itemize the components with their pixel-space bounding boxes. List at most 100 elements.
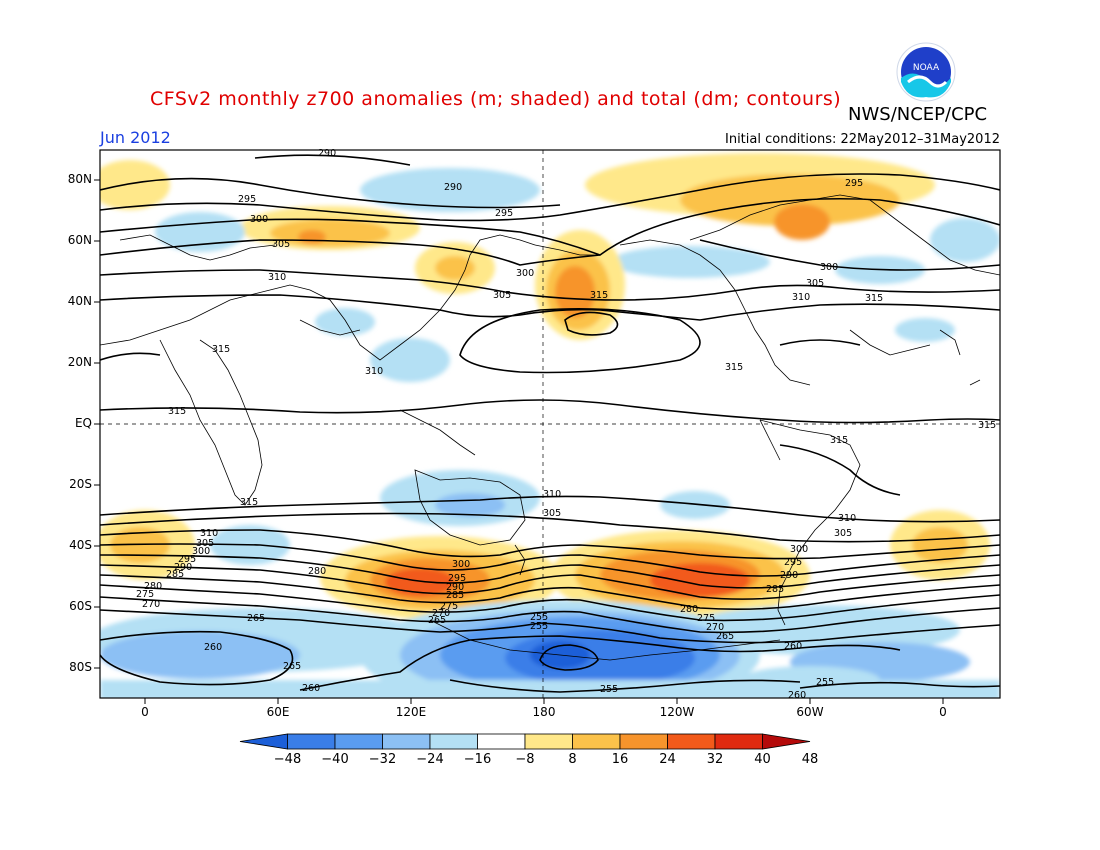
contour-label: 315 bbox=[590, 290, 608, 301]
contour-label: 315 bbox=[830, 435, 848, 446]
contour-label: 295 bbox=[845, 178, 863, 189]
colorbar-label: −16 bbox=[463, 752, 492, 767]
contour-label: 290 bbox=[780, 570, 798, 581]
contour-label: 305 bbox=[806, 278, 824, 289]
contour-label: 300 bbox=[452, 559, 470, 570]
longitude-tick-label: 0 bbox=[939, 705, 947, 719]
colorbar-label: 48 bbox=[801, 752, 819, 767]
longitude-tick-label: 120W bbox=[659, 705, 695, 719]
contour-label: 275 bbox=[440, 601, 458, 612]
contour-label-group: 290 290 295 295 295 300 300 300 305 305 … bbox=[136, 148, 996, 701]
contour-label: 315 bbox=[978, 420, 996, 431]
longitude-tick-label: 0 bbox=[141, 705, 149, 719]
axis-ticks bbox=[94, 179, 944, 704]
colorbar-swatch bbox=[429, 733, 478, 750]
height-contours bbox=[100, 154, 1000, 693]
contour-label: 260 bbox=[788, 690, 806, 701]
grid-lines bbox=[100, 150, 1000, 698]
latitude-tick-label: 80S bbox=[69, 660, 92, 674]
anomaly-shading bbox=[100, 153, 1000, 698]
latitude-tick-label: 80N bbox=[67, 172, 92, 186]
contour-label: 265 bbox=[283, 661, 301, 672]
colorbar-swatch bbox=[477, 733, 526, 750]
contour-label: 285 bbox=[446, 590, 464, 601]
colorbar-label: 40 bbox=[754, 752, 771, 767]
contour-label: 265 bbox=[428, 615, 446, 626]
contour-label: 295 bbox=[448, 573, 466, 584]
contour-label: 305 bbox=[272, 239, 290, 250]
contour-label: 290 bbox=[318, 148, 336, 159]
contour-label: 270 bbox=[432, 608, 450, 619]
period-label: Jun 2012 bbox=[100, 128, 171, 147]
contour-label: 295 bbox=[784, 557, 802, 568]
contour-label: 310 bbox=[200, 528, 218, 539]
latitude-tick-label: 20S bbox=[69, 477, 92, 491]
contour-label: 300 bbox=[820, 262, 838, 273]
organization-label: NWS/NCEP/CPC bbox=[848, 104, 988, 125]
contour-label: 255 bbox=[600, 684, 618, 695]
contour-label: 300 bbox=[516, 268, 534, 279]
contour-label: 260 bbox=[302, 683, 320, 694]
colorbar-label: 16 bbox=[611, 752, 629, 767]
contour-label: 315 bbox=[212, 344, 230, 355]
longitude-tick-label: 120E bbox=[395, 705, 427, 719]
latitude-tick-label: 40S bbox=[69, 538, 92, 552]
latitude-tick-label: 60S bbox=[69, 599, 92, 613]
contour-label: 260 bbox=[784, 641, 802, 652]
contour-label: 255 bbox=[816, 677, 834, 688]
colorbar-label: −24 bbox=[416, 752, 444, 767]
colorbar-label: 24 bbox=[659, 752, 676, 767]
colorbar-swatch bbox=[382, 733, 431, 750]
longitude-tick-label: 180 bbox=[532, 705, 556, 719]
contour-label: 310 bbox=[792, 292, 810, 303]
contour-label: 300 bbox=[192, 546, 210, 557]
latitude-tick-label: 20N bbox=[67, 355, 92, 369]
contour-label: 280 bbox=[308, 566, 326, 577]
contour-label: 305 bbox=[834, 528, 852, 539]
colorbar-swatch bbox=[239, 733, 288, 750]
colorbar-swatch bbox=[334, 733, 383, 750]
contour-label: 285 bbox=[766, 584, 784, 595]
contour-label: 315 bbox=[725, 362, 743, 373]
colorbar-swatch bbox=[619, 733, 668, 750]
contour-label: 305 bbox=[543, 508, 561, 519]
contour-label: 285 bbox=[166, 569, 184, 580]
latitude-tick-label: EQ bbox=[74, 416, 92, 430]
contour-label: 300 bbox=[250, 214, 268, 225]
contour-label: 265 bbox=[716, 631, 734, 642]
contour-label: 315 bbox=[865, 293, 883, 304]
contour-label: 290 bbox=[446, 582, 464, 593]
contour-label: 315 bbox=[168, 406, 186, 417]
contour-label: 310 bbox=[268, 272, 286, 283]
chart-title: CFSv2 monthly z700 anomalies (m; shaded)… bbox=[150, 88, 842, 110]
colorbar-swatch bbox=[667, 733, 716, 750]
colorbar-swatch bbox=[762, 733, 811, 750]
colorbar-label: −48 bbox=[273, 752, 302, 767]
contour-label: 265 bbox=[247, 613, 265, 624]
contour-label: 300 bbox=[790, 544, 808, 555]
contour-label: 295 bbox=[495, 208, 513, 219]
contour-label: 280 bbox=[680, 604, 698, 615]
noaa-logo-icon: NOAA bbox=[896, 42, 956, 102]
contour-label: 255 bbox=[530, 621, 548, 632]
longitude-tick-label: 60E bbox=[266, 705, 290, 719]
svg-text:NOAA: NOAA bbox=[913, 63, 940, 73]
contour-label: 310 bbox=[365, 366, 383, 377]
contour-label: 310 bbox=[543, 489, 561, 500]
colorbar-swatch bbox=[524, 733, 573, 750]
contour-label: 290 bbox=[174, 562, 192, 573]
latitude-tick-label: 60N bbox=[67, 233, 92, 247]
contour-label: 275 bbox=[136, 589, 154, 600]
contour-label: 280 bbox=[144, 581, 162, 592]
contour-label: 260 bbox=[204, 642, 222, 653]
colorbar-label: −8 bbox=[515, 752, 535, 767]
colorbar bbox=[239, 733, 811, 750]
colorbar-label: −40 bbox=[321, 752, 349, 767]
colorbar-swatch bbox=[287, 733, 336, 750]
colorbar-label: 8 bbox=[568, 752, 577, 767]
contour-label: 275 bbox=[697, 613, 715, 624]
contour-label: 310 bbox=[838, 513, 856, 524]
colorbar-swatch bbox=[714, 733, 763, 750]
colorbar-label: 32 bbox=[706, 752, 724, 767]
